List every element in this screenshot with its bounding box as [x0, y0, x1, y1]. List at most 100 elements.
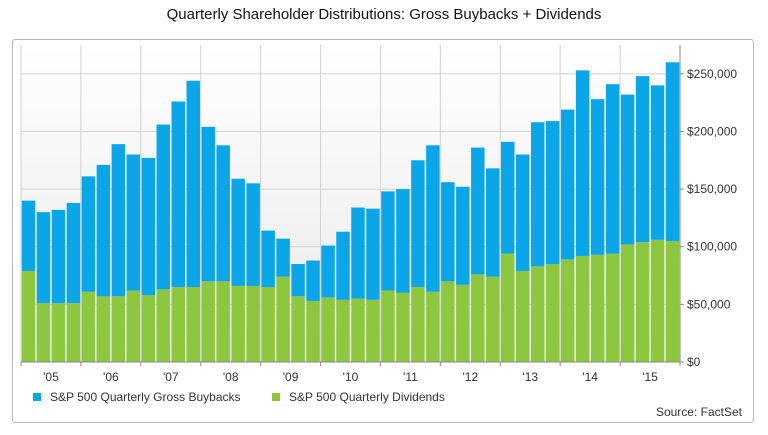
bar-dividends [141, 295, 156, 362]
bar-buybacks [530, 122, 545, 267]
bar-dividends [381, 290, 395, 362]
bar-buybacks [216, 145, 230, 282]
bar-dividends [366, 299, 380, 362]
bar-dividends [590, 254, 605, 362]
bar-dividends [396, 292, 410, 362]
legend-label-dividends: S&P 500 Quarterly Dividends [289, 390, 445, 404]
x-tick-label: '15 [642, 370, 658, 384]
bar-dividends [426, 291, 440, 362]
bar-dividends [650, 239, 665, 362]
bars [21, 62, 680, 362]
y-tick-label: $150,000 [687, 182, 737, 196]
bar-dividends [171, 287, 185, 362]
bar-dividends [516, 270, 530, 362]
bar-buybacks [545, 121, 560, 265]
bar-buybacks [516, 154, 530, 271]
bar-dividends [261, 287, 275, 362]
bar-buybacks [261, 230, 275, 288]
bar-dividends [96, 296, 111, 362]
bar-buybacks [590, 99, 605, 255]
bar-dividends [231, 285, 245, 362]
y-tick-label: $250,000 [687, 67, 737, 81]
bar-buybacks [336, 231, 350, 300]
bar-dividends [126, 290, 141, 362]
bar-dividends [635, 242, 650, 362]
legend-dividends: S&P 500 Quarterly Dividends [272, 390, 445, 404]
bar-dividends [81, 291, 96, 362]
x-tick-label: '07 [163, 370, 179, 384]
bar-buybacks [605, 84, 620, 254]
bar-dividends [605, 253, 620, 362]
bar-dividends [216, 281, 230, 362]
bar-dividends [156, 289, 171, 362]
bar-buybacks [471, 147, 485, 275]
legend-buybacks: S&P 500 Quarterly Gross Buybacks [33, 390, 241, 404]
bar-buybacks [66, 202, 81, 304]
bar-buybacks [665, 62, 680, 241]
bar-dividends [66, 303, 81, 362]
bar-dividends [411, 287, 425, 362]
bar-buybacks [81, 176, 96, 292]
bar-buybacks [21, 200, 36, 271]
bar-buybacks [126, 154, 141, 291]
bar-dividends [486, 276, 500, 362]
bar-dividends [441, 281, 455, 362]
axes [20, 45, 684, 366]
bar-buybacks [51, 209, 66, 304]
bar-buybacks [276, 238, 290, 277]
bar-buybacks [171, 101, 185, 288]
bar-buybacks [231, 178, 245, 286]
bar-buybacks [411, 160, 425, 288]
x-tick-label: '12 [462, 370, 478, 384]
bar-dividends [21, 270, 36, 362]
bar-buybacks [441, 182, 455, 282]
bar-buybacks [36, 212, 51, 304]
bar-dividends [186, 287, 200, 362]
bar-buybacks [306, 260, 320, 301]
y-tick-label: $50,000 [687, 297, 731, 311]
bar-buybacks [456, 186, 470, 285]
bar-dividends [575, 255, 590, 362]
legend-swatch-buybacks [33, 393, 41, 401]
x-tick-labels: '05 '06 '07 '08 '09 '10 '11 '12 '13 '14 '15 [43, 370, 658, 384]
bar-dividends [530, 266, 545, 362]
y-tick-labels: $0 $50,000 $100,000 $150,000 $200,000 $250,00… [687, 67, 737, 369]
source-note: Source: FactSet [655, 405, 742, 419]
bar-dividends [246, 285, 260, 362]
legend-label-buybacks: S&P 500 Quarterly Gross Buybacks [50, 390, 241, 404]
bar-buybacks [291, 264, 305, 297]
y-tick-label: $100,000 [687, 240, 737, 254]
x-tick-label: '13 [522, 370, 538, 384]
bar-buybacks [366, 208, 380, 300]
bar-buybacks [351, 207, 365, 299]
bar-buybacks [650, 85, 665, 240]
bar-dividends [321, 297, 335, 362]
bar-dividends [545, 264, 560, 362]
bar-dividends [501, 253, 515, 362]
bar-buybacks [96, 164, 111, 297]
bar-dividends [276, 276, 290, 362]
x-tick-label: '05 [43, 370, 59, 384]
bar-buybacks [635, 76, 650, 243]
x-tick-label: '14 [582, 370, 598, 384]
bar-buybacks [486, 168, 500, 277]
bar-dividends [471, 274, 485, 362]
chart-title: Quarterly Shareholder Distributions: Gro… [166, 6, 602, 23]
legend-swatch-dividends [272, 393, 280, 401]
bar-dividends [36, 303, 51, 362]
bar-buybacks [620, 94, 635, 245]
bar-buybacks [156, 124, 171, 290]
bar-buybacks [141, 157, 156, 296]
bar-dividends [665, 240, 680, 362]
y-tick-label: $0 [687, 355, 701, 369]
x-tick-label: '08 [223, 370, 239, 384]
bar-buybacks [111, 144, 126, 297]
bar-dividends [336, 299, 350, 362]
bar-dividends [560, 259, 575, 362]
x-tick-label: '09 [283, 370, 299, 384]
bar-buybacks [246, 183, 260, 286]
bar-dividends [306, 300, 320, 362]
bar-dividends [620, 244, 635, 362]
bar-dividends [291, 296, 305, 362]
